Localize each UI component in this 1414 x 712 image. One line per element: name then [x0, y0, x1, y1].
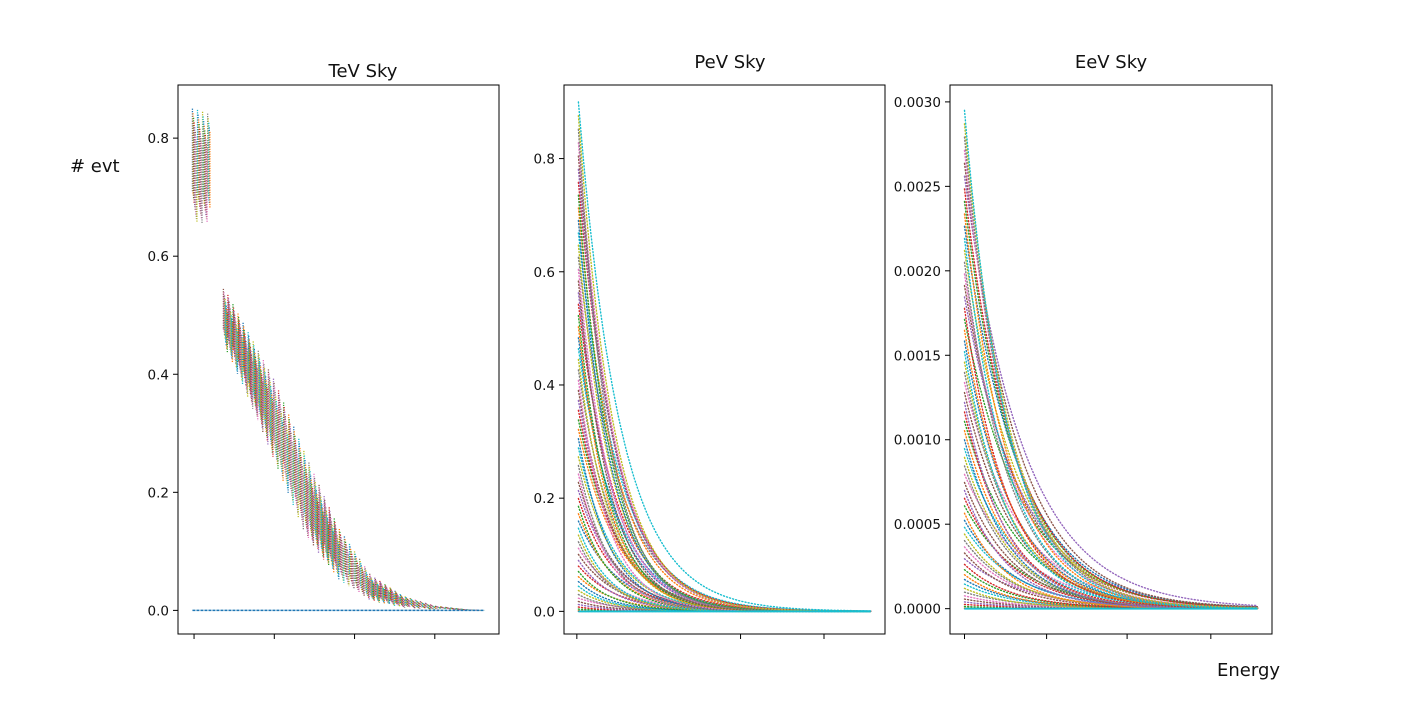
y-tick-label: 0.0000 [894, 602, 941, 618]
y-axis: 0.0 0.2 0.4 0.6 0.8 [534, 152, 564, 620]
y-tick-label: 0.8 [534, 152, 555, 168]
data-series [963, 307, 1259, 609]
data-series [577, 497, 872, 612]
data-series [963, 237, 1259, 609]
x-axis [193, 634, 436, 639]
data-series [963, 351, 1259, 609]
data-points [191, 108, 486, 612]
data-series [577, 155, 872, 612]
y-axis: 0.0000 0.0005 0.0010 0.0015 0.0020 0.0025 0.00… [894, 95, 950, 618]
plot-frame [563, 84, 886, 635]
data-series [963, 136, 1259, 609]
x-axis [963, 634, 1212, 639]
data-points [577, 101, 872, 613]
data-series [577, 207, 872, 612]
y-tick-label: 0.0030 [894, 95, 941, 111]
data-series [963, 149, 1259, 609]
data-series [963, 175, 1259, 607]
y-tick-label: 0.2 [148, 485, 169, 501]
panel-pev-sky: PeV Sky 0.0 0.2 0.4 0.6 0.8 [534, 52, 886, 639]
data-series [577, 232, 872, 612]
y-tick-label: 0.0025 [894, 179, 941, 195]
panel-title: PeV Sky [694, 52, 766, 73]
data-series [577, 115, 872, 612]
data-series [577, 128, 872, 612]
y-tick-label: 0.4 [148, 367, 169, 383]
y-tick-label: 0.8 [148, 131, 169, 147]
y-tick-label: 0.0 [148, 603, 169, 619]
data-series [963, 162, 1259, 608]
y-tick-label: 0.0010 [894, 433, 941, 449]
data-points [963, 109, 1259, 610]
y-axis-label: # evt [70, 156, 120, 177]
x-axis-label: Energy [1217, 660, 1280, 681]
y-axis: 0.0 0.2 0.4 0.6 0.8 [148, 131, 178, 619]
y-tick-label: 0.0020 [894, 264, 941, 280]
data-series [577, 280, 872, 612]
panel-title: EeV Sky [1075, 52, 1148, 73]
data-series [963, 284, 1259, 608]
plot-frame [177, 84, 500, 635]
panel-tev-sky: TeV Sky 0.0 0.2 0.4 0.6 0.8 [148, 61, 500, 639]
data-series [963, 109, 1259, 609]
plot-frame [949, 84, 1273, 635]
data-series [577, 168, 872, 612]
y-tick-label: 0.6 [534, 265, 555, 281]
y-tick-label: 0.0005 [894, 517, 941, 533]
data-series [963, 329, 1259, 609]
y-tick-label: 0.0015 [894, 348, 941, 364]
data-series [577, 194, 872, 612]
panel-title: TeV Sky [328, 61, 398, 82]
y-tick-label: 0.6 [148, 249, 169, 265]
x-axis [576, 634, 825, 639]
data-series [577, 268, 872, 612]
data-series [577, 101, 872, 612]
y-tick-label: 0.2 [534, 491, 555, 507]
data-series [963, 569, 1259, 610]
data-series [577, 314, 872, 612]
data-series [963, 123, 1259, 609]
data-series [577, 389, 872, 612]
data-series [963, 200, 1259, 608]
y-tick-label: 0.4 [534, 378, 555, 394]
y-tick-label: 0.0 [534, 604, 555, 620]
data-series [577, 358, 872, 612]
data-series [577, 464, 872, 612]
panel-eev-sky: EeV Sky 0.00000.00050.00100.00150.00200.… [894, 52, 1273, 639]
